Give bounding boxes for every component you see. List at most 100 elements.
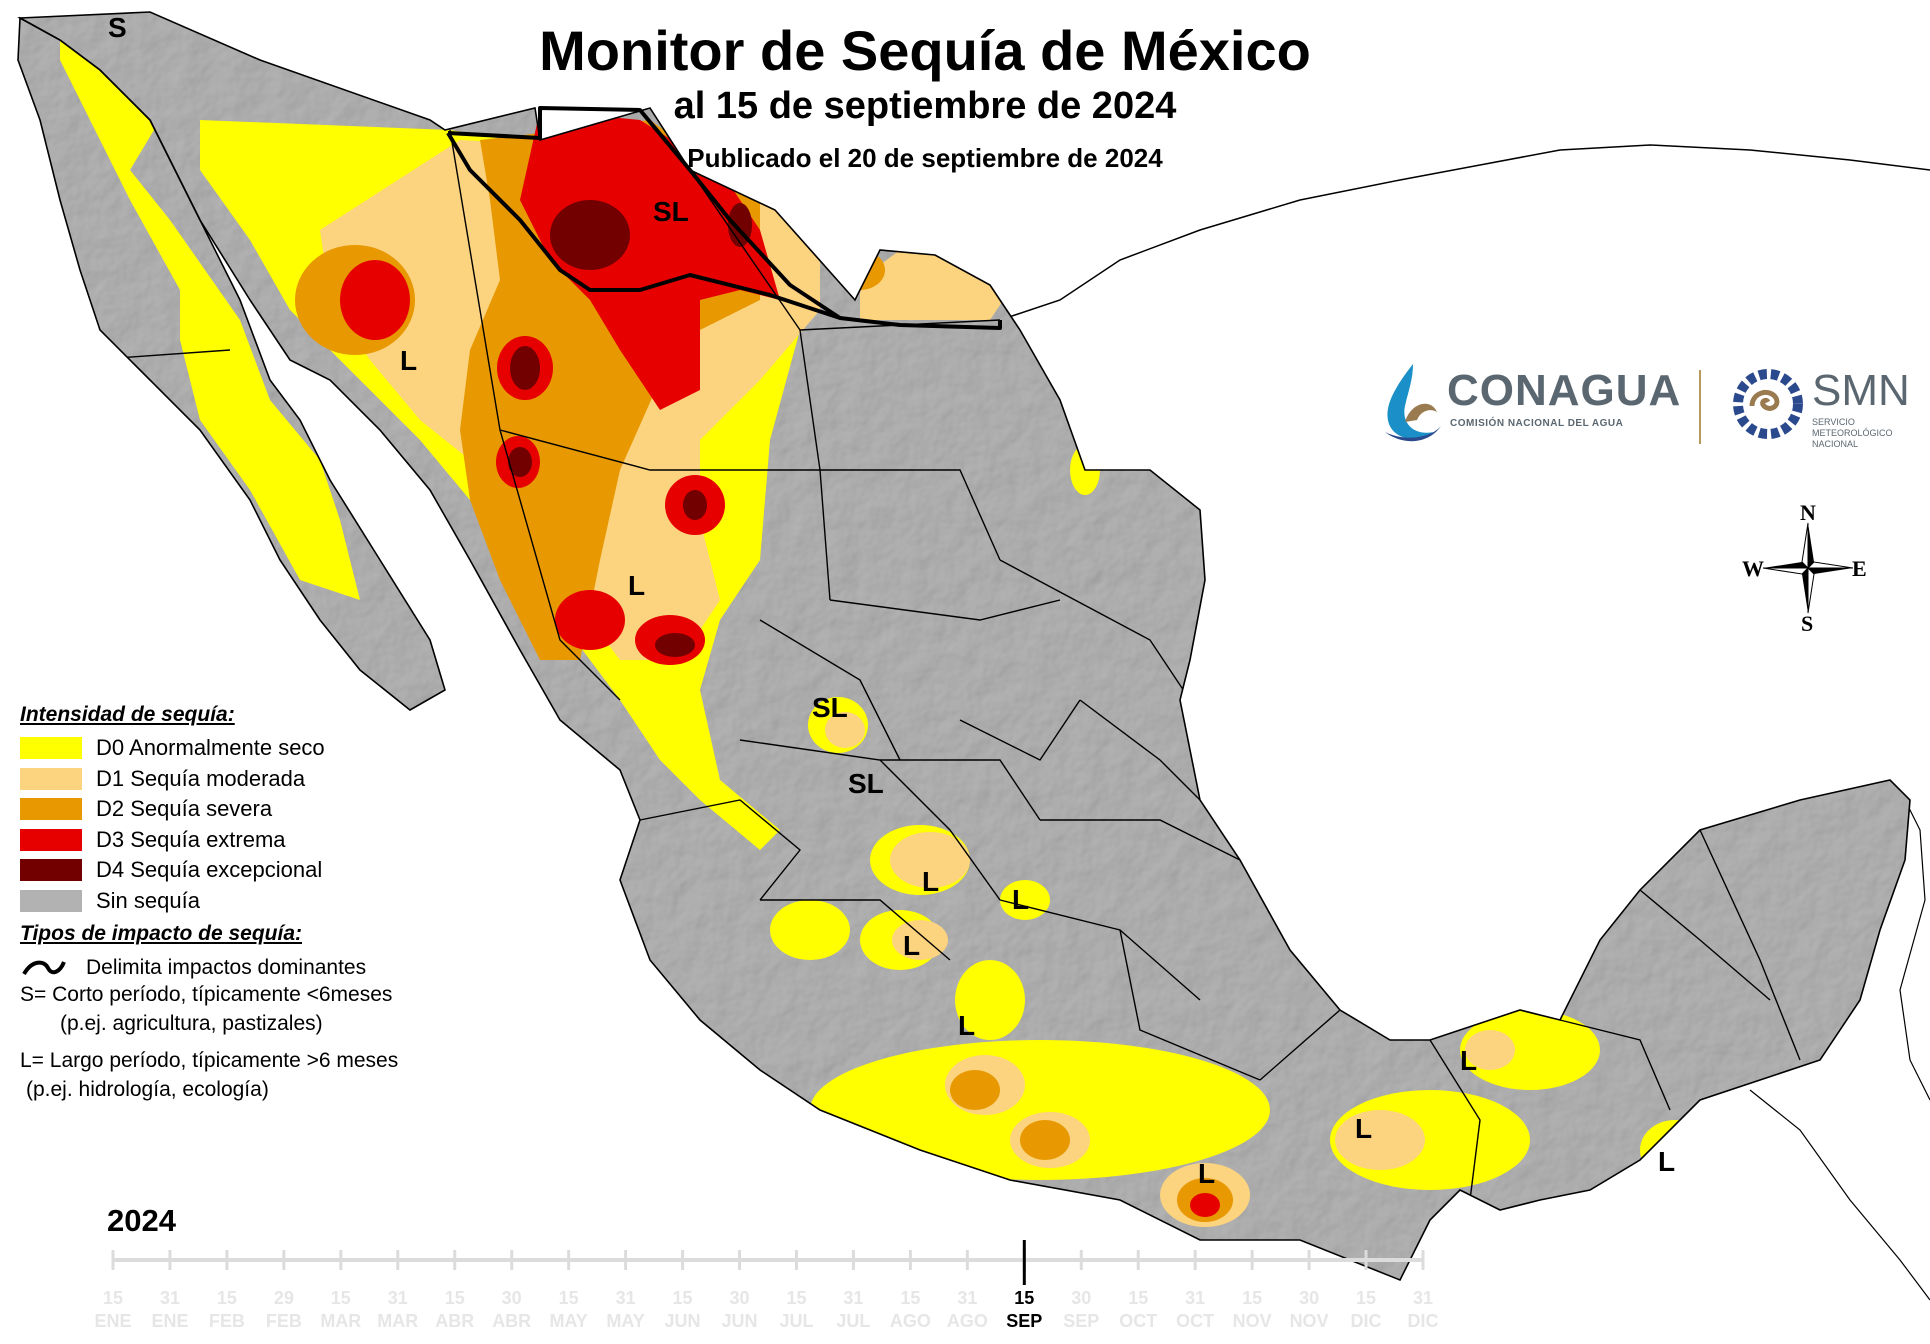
legend-item: D0 Anormalmente seco xyxy=(20,733,480,764)
timeline-day: 31 xyxy=(387,1288,408,1308)
legend-swatch xyxy=(20,798,82,821)
yucatan-coast-east xyxy=(1899,789,1930,1101)
timeline-month: FEB xyxy=(208,1311,245,1331)
impact-line-icon xyxy=(22,960,66,976)
legend-item-label: D3 Sequía extrema xyxy=(96,826,286,852)
timeline-label: 15 DIC xyxy=(1336,1287,1396,1333)
legend-item-label: D4 Sequía excepcional xyxy=(96,857,323,883)
timeline-day: 31 xyxy=(1412,1288,1434,1308)
timeline-month: FEB xyxy=(265,1311,302,1331)
legend: Intensidad de sequía: D0 Anormalmente se… xyxy=(20,703,480,1104)
timeline-label: 31 OCT xyxy=(1165,1287,1225,1333)
timeline-day: 15 xyxy=(102,1288,124,1308)
timeline-month: MAR xyxy=(320,1311,362,1331)
compass-n: N xyxy=(1800,500,1816,525)
timeline-day: 31 xyxy=(159,1288,180,1308)
timeline-month: DIC xyxy=(1407,1311,1439,1331)
timeline-label: 31 MAR xyxy=(368,1287,428,1333)
impact-label-l-veracruz: L xyxy=(1355,1113,1373,1144)
timeline-month: JUL xyxy=(779,1311,814,1331)
legend-item: D2 Sequía severa xyxy=(20,794,480,825)
baja-d0 xyxy=(60,20,360,600)
timeline-label: 31 ENE xyxy=(140,1287,200,1333)
impact-label-l-mexico: L xyxy=(958,1010,976,1041)
timeline-month: MAR xyxy=(377,1311,419,1331)
timeline-label: 30 ABR xyxy=(482,1287,542,1333)
timeline-month: NOV xyxy=(1289,1311,1329,1331)
timeline-label: 29 FEB xyxy=(254,1287,314,1333)
conagua-subtitle: COMISIÓN NACIONAL DEL AGUA xyxy=(1450,418,1624,429)
impact-label-l-durango: L xyxy=(628,570,646,601)
legend-swatch xyxy=(20,889,82,912)
timeline-day: 15 xyxy=(1242,1288,1263,1308)
legend-impact-title: Tipos de impacto de sequía: xyxy=(20,922,303,945)
timeline-day: 30 xyxy=(1071,1288,1092,1308)
timeline-label: 15 ABR xyxy=(425,1287,485,1333)
timeline-day: 31 xyxy=(957,1288,978,1308)
timeline-day: 15 xyxy=(1014,1288,1035,1308)
legend-short-term: S= Corto período, típicamente <6meses xyxy=(20,983,393,1006)
central-america-border xyxy=(1749,1089,1930,1301)
timeline-day: 15 xyxy=(1128,1288,1149,1308)
legend-long-term-example: (p.ej. hidrología, ecología) xyxy=(26,1078,269,1101)
timeline-label: 31 JUL xyxy=(823,1287,883,1333)
impact-label-l-sonora: L xyxy=(400,345,418,376)
timeline-label: 30 NOV xyxy=(1279,1287,1339,1333)
compass-rose xyxy=(1762,522,1854,614)
conagua-logo-icon xyxy=(1385,364,1441,442)
timeline-month: OCT xyxy=(1119,1311,1158,1331)
timeline-month: JUN xyxy=(664,1311,701,1331)
conagua-name: CONAGUA xyxy=(1447,366,1682,415)
legend-swatch xyxy=(20,828,82,851)
timeline-month: OCT xyxy=(1176,1311,1215,1331)
legend-item-label: D2 Sequía severa xyxy=(96,796,273,822)
timeline-label: 15 FEB xyxy=(197,1287,257,1333)
timeline-year: 2024 xyxy=(107,1203,176,1238)
impact-label-l-tabasco: L xyxy=(1460,1045,1478,1076)
timeline-month: SEP xyxy=(1063,1311,1100,1331)
smn-name: SMN xyxy=(1812,366,1910,415)
impact-label-sl-aguascalientes: SL xyxy=(848,768,884,799)
timeline-month: MAY xyxy=(606,1311,645,1331)
legend-item-label: Sin sequía xyxy=(96,887,200,913)
legend-item: D3 Sequía extrema xyxy=(20,825,480,856)
legend-item: Sin sequía xyxy=(20,886,480,917)
legend-short-term-example: (p.ej. agricultura, pastizales) xyxy=(60,1012,323,1035)
timeline-label: 15 ENE xyxy=(83,1287,143,1333)
timeline-month: AGO xyxy=(889,1311,931,1331)
timeline-month: ABR xyxy=(492,1311,532,1331)
impact-label-l-jalisco: L xyxy=(922,866,940,897)
legend-swatch xyxy=(20,737,82,760)
impact-label-sl-chihuahua: SL xyxy=(653,196,689,227)
timeline-label: 31 AGO xyxy=(937,1287,997,1333)
legend-swatch xyxy=(20,859,82,882)
legend-impact-line-row: Delimita impactos dominantes xyxy=(20,956,480,980)
timeline-month: JUN xyxy=(721,1311,758,1331)
timeline-month: ABR xyxy=(435,1311,475,1331)
timeline-label: 15 NOV xyxy=(1222,1287,1282,1333)
timeline-day: 15 xyxy=(900,1288,921,1308)
legend-long-term: L= Largo período, típicamente >6 meses xyxy=(20,1049,399,1072)
timeline-day: 15 xyxy=(1356,1288,1377,1308)
legend-item-label: D1 Sequía moderada xyxy=(96,765,306,791)
timeline-day: 15 xyxy=(558,1288,579,1308)
timeline-axis xyxy=(111,1240,1425,1285)
impact-label-l-oaxaca: L xyxy=(1198,1158,1216,1189)
timeline-day: 31 xyxy=(843,1288,864,1308)
timeline-day: 30 xyxy=(729,1288,750,1308)
smn-logo-icon xyxy=(1733,369,1803,439)
legend-swatch xyxy=(20,767,82,790)
timeline-month: NOV xyxy=(1232,1311,1272,1331)
timeline-label: 15 SEP xyxy=(994,1287,1054,1333)
impact-label-l-queretaro: L xyxy=(1012,884,1030,915)
timeline-label: 15 MAR xyxy=(311,1287,371,1333)
timeline-label: 31 DIC xyxy=(1393,1287,1453,1333)
compass-w: W xyxy=(1742,556,1764,581)
timeline-day: 15 xyxy=(216,1288,237,1308)
timeline-day: 31 xyxy=(615,1288,636,1308)
logo-divider xyxy=(1699,370,1701,444)
timeline-month: MAY xyxy=(549,1311,588,1331)
d4-area xyxy=(508,200,752,657)
timeline-label: 15 JUN xyxy=(653,1287,713,1333)
